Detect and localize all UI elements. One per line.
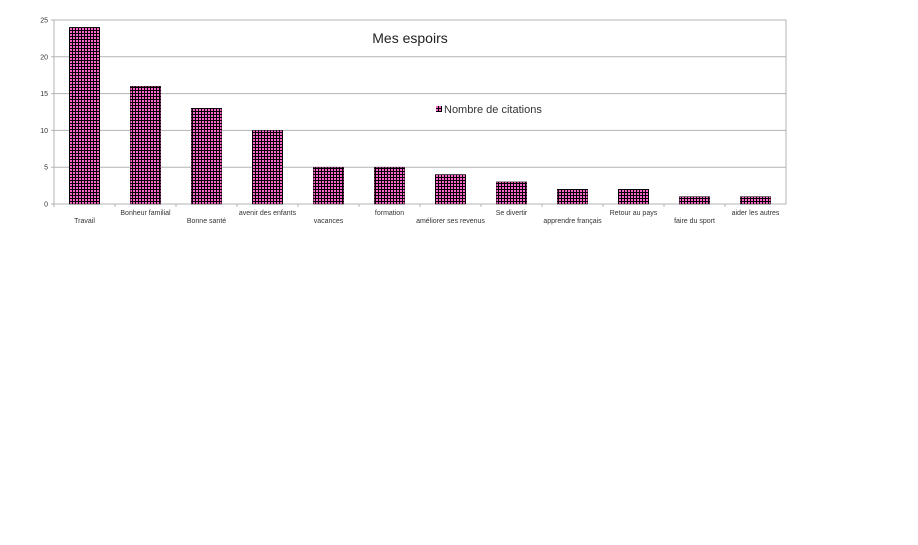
x-tick-label: avenir des enfants [239, 210, 297, 217]
x-tick-label: aider les autres [732, 210, 780, 217]
y-tick-label: 20 [40, 54, 48, 61]
legend: Nombre de citations [436, 104, 542, 116]
y-tick-label: 0 [44, 202, 48, 209]
x-tick-label: Se divertir [496, 210, 528, 217]
chart-title: Mes espoirs [372, 30, 447, 46]
bars [69, 27, 771, 205]
y-tick-label: 10 [40, 128, 48, 135]
bar [313, 166, 344, 205]
bar [679, 196, 710, 205]
bar [252, 130, 283, 205]
x-tick-label: Bonheur familial [120, 210, 171, 217]
y-axis: 0 5 10 15 20 25 [40, 18, 54, 209]
x-tick-label: faire du sport [674, 218, 715, 225]
bar [435, 174, 466, 205]
bar [191, 108, 222, 205]
bar [496, 181, 527, 205]
x-tick-label: Bonne santé [187, 218, 226, 225]
legend-swatch [436, 106, 442, 112]
legend-label: Nombre de citations [444, 104, 542, 116]
plot-area [53, 19, 787, 205]
bar [557, 189, 588, 205]
bar [740, 196, 771, 205]
x-tick-label: Retour au pays [610, 210, 658, 217]
y-tick-label: 5 [44, 165, 48, 172]
bar [69, 27, 100, 205]
x-tick-label: vacances [314, 218, 344, 225]
x-tick-label: formation [375, 210, 404, 217]
x-tick-label: améliorer ses revenus [416, 218, 485, 225]
bar [618, 189, 649, 205]
bar [130, 85, 161, 205]
x-tick-label: Travail [74, 218, 95, 225]
y-tick-label: 15 [40, 91, 48, 98]
x-axis: Travail Bonheur familial Bonne santé avenir… [53, 204, 780, 225]
x-tick-label: apprendre français [543, 218, 602, 225]
gridlines [54, 56, 786, 168]
bar [374, 166, 405, 205]
y-tick-label: 25 [40, 18, 48, 25]
